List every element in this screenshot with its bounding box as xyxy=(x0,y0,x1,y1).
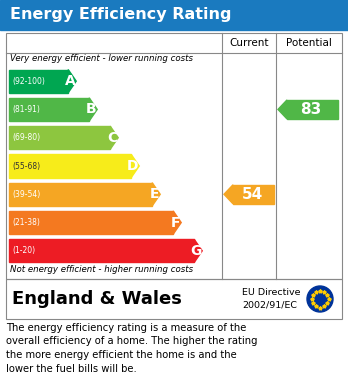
Bar xyxy=(287,100,338,119)
Polygon shape xyxy=(173,211,181,234)
Polygon shape xyxy=(152,183,160,206)
Bar xyxy=(6,279,342,319)
Text: Potential: Potential xyxy=(286,38,332,48)
Text: Current: Current xyxy=(229,38,269,48)
Polygon shape xyxy=(110,126,118,149)
Bar xyxy=(9,154,131,178)
Bar xyxy=(9,126,110,149)
Text: overall efficiency of a home. The higher the rating: overall efficiency of a home. The higher… xyxy=(6,337,258,346)
Text: (1-20): (1-20) xyxy=(12,246,35,255)
Text: D: D xyxy=(127,159,138,173)
Bar xyxy=(233,185,274,204)
Bar xyxy=(0,0,348,30)
Text: F: F xyxy=(171,215,180,230)
Bar xyxy=(9,98,89,121)
Polygon shape xyxy=(68,70,76,93)
Text: Not energy efficient - higher running costs: Not energy efficient - higher running co… xyxy=(10,265,193,274)
Text: (81-91): (81-91) xyxy=(12,105,40,114)
Text: (39-54): (39-54) xyxy=(12,190,40,199)
Polygon shape xyxy=(224,185,233,204)
Text: G: G xyxy=(190,244,201,258)
Text: A: A xyxy=(64,74,75,88)
Text: B: B xyxy=(86,102,96,117)
Text: (21-38): (21-38) xyxy=(12,218,40,227)
Text: the more energy efficient the home is and the: the more energy efficient the home is an… xyxy=(6,350,237,360)
Bar xyxy=(9,183,152,206)
Text: England & Wales: England & Wales xyxy=(12,290,182,308)
Text: EU Directive: EU Directive xyxy=(242,288,301,297)
Polygon shape xyxy=(89,98,97,121)
Text: E: E xyxy=(150,187,159,201)
Text: 83: 83 xyxy=(300,102,322,117)
Bar xyxy=(6,33,342,279)
Polygon shape xyxy=(194,239,202,262)
Text: C: C xyxy=(107,131,117,145)
Text: Energy Efficiency Rating: Energy Efficiency Rating xyxy=(10,7,231,23)
Text: (55-68): (55-68) xyxy=(12,161,40,170)
Text: (69-80): (69-80) xyxy=(12,133,40,142)
Polygon shape xyxy=(278,100,287,119)
Bar xyxy=(9,211,173,234)
Bar xyxy=(9,239,194,262)
Text: 2002/91/EC: 2002/91/EC xyxy=(242,301,297,310)
Text: 54: 54 xyxy=(242,187,263,202)
Text: (92-100): (92-100) xyxy=(12,77,45,86)
Text: The energy efficiency rating is a measure of the: The energy efficiency rating is a measur… xyxy=(6,323,246,333)
Circle shape xyxy=(307,286,333,312)
Text: Very energy efficient - lower running costs: Very energy efficient - lower running co… xyxy=(10,54,193,63)
Text: lower the fuel bills will be.: lower the fuel bills will be. xyxy=(6,364,137,373)
Bar xyxy=(9,70,68,93)
Polygon shape xyxy=(131,154,139,178)
